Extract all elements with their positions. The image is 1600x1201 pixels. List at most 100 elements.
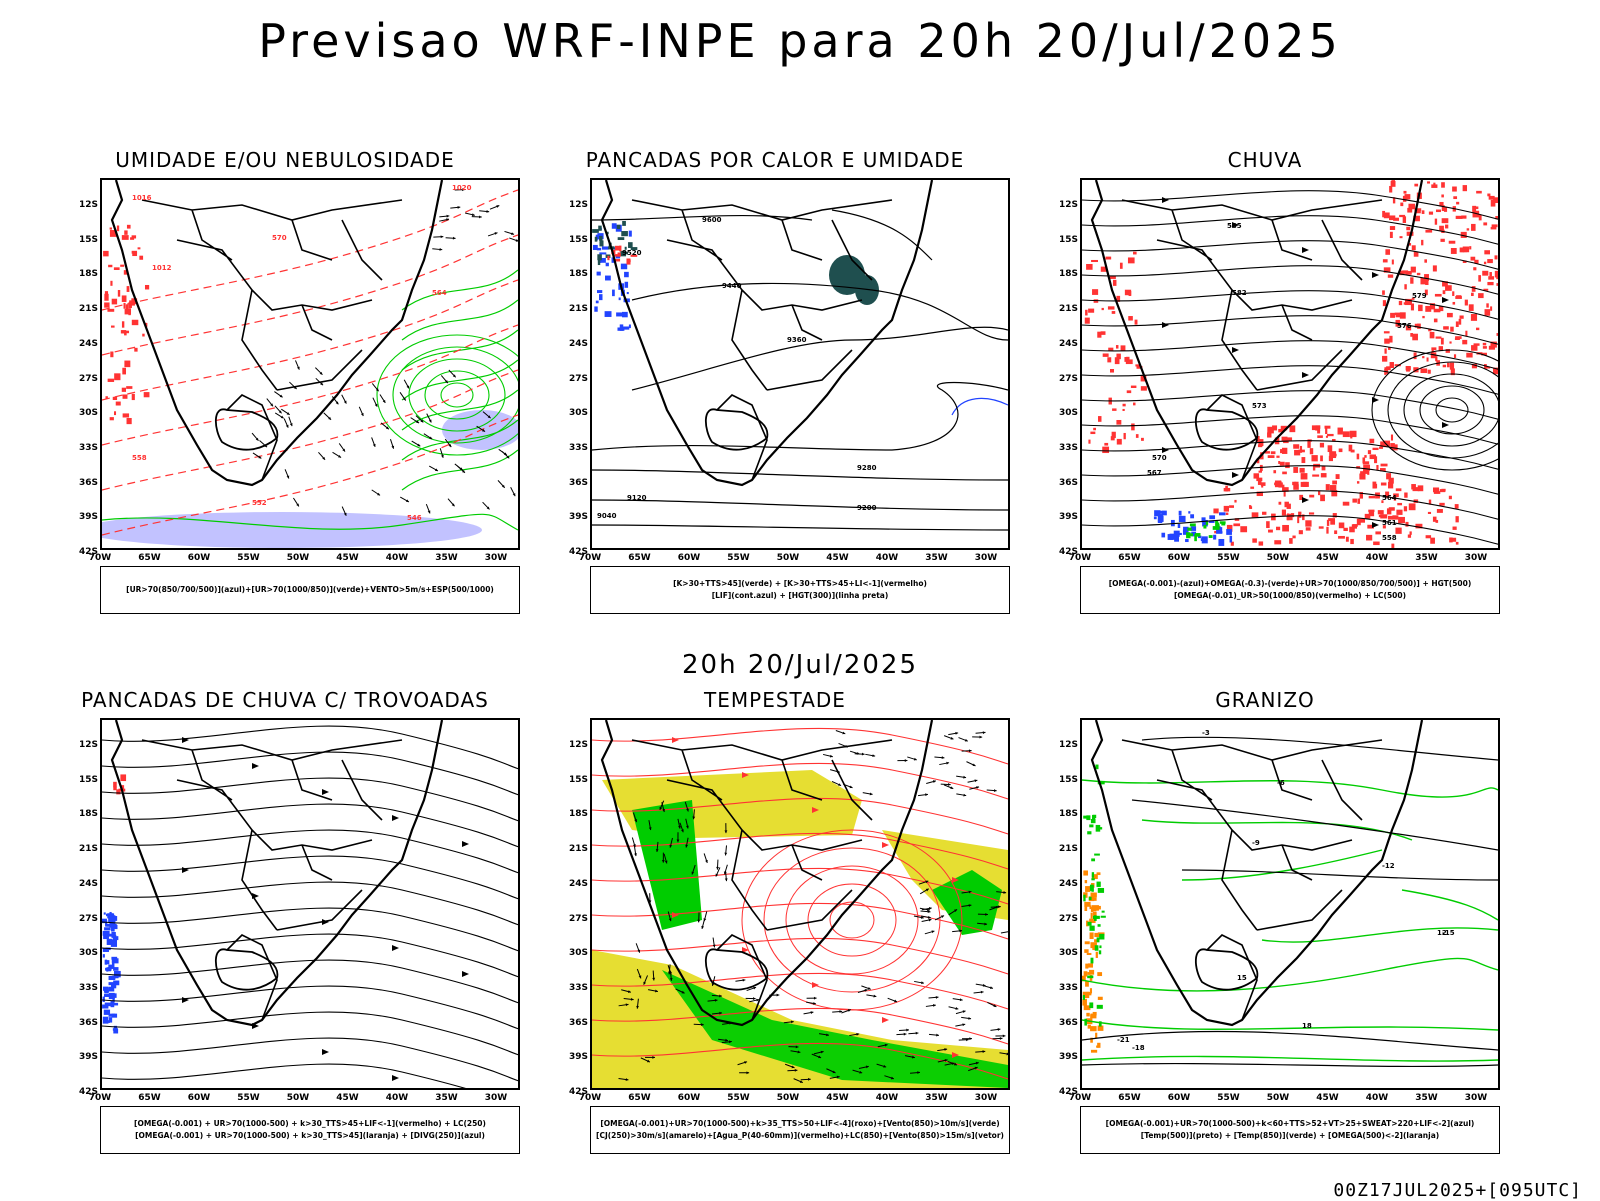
panel-title: GRANIZO [1030, 688, 1500, 712]
streamline-arrow [882, 842, 889, 848]
omega-area [1093, 906, 1096, 911]
thickness-contour [124, 361, 130, 368]
rain-area [1135, 320, 1138, 325]
omega-area [1090, 1014, 1096, 1018]
rain-area [1391, 435, 1393, 441]
lif-contour [621, 264, 627, 270]
contour-label: 570 [272, 234, 287, 242]
lon-tick-label: 70W [575, 1093, 605, 1103]
rain-area [1330, 485, 1336, 490]
omega-area [1091, 913, 1093, 919]
rain-area [1447, 313, 1453, 317]
lon-tick-label: 35W [432, 1093, 462, 1103]
rain-area [1326, 436, 1328, 438]
streamline [102, 856, 518, 900]
rain-area [1301, 457, 1305, 463]
contour-label: 579 [1412, 292, 1427, 300]
rain-area [1441, 338, 1444, 345]
wind-vector [956, 794, 966, 797]
rain-area [1391, 544, 1394, 548]
lat-tick-label: 18S [1050, 809, 1078, 819]
rain-area [1364, 455, 1366, 458]
rain-area [1128, 316, 1133, 321]
contour-label: 9120 [627, 494, 647, 502]
rain-area [1093, 428, 1096, 430]
rain-area [1420, 368, 1427, 373]
lon-tick-label: 30W [971, 1093, 1001, 1103]
streamline-arrow [252, 763, 259, 769]
temp-850-contour [1089, 1002, 1093, 1008]
rain-area [1393, 218, 1399, 221]
wind-vector [861, 986, 870, 990]
lif-contour [597, 290, 602, 293]
rain-area [1411, 484, 1416, 489]
rain-area [1213, 509, 1218, 514]
rain-area [1292, 536, 1295, 539]
rain-area [1398, 517, 1405, 523]
rain-area [1252, 538, 1257, 542]
streamline-arrow [322, 789, 329, 795]
wind-vector [390, 439, 394, 449]
wind-vector [972, 736, 982, 739]
lat-tick-label: 24S [1050, 339, 1078, 349]
temp-850-contour [1082, 1020, 1498, 1030]
wind-vector [716, 860, 719, 870]
rain-area [1098, 416, 1101, 422]
rain-area [1317, 435, 1323, 438]
rain-area [1116, 345, 1119, 349]
rain-area-omega [1154, 516, 1157, 519]
contour-label: 18 [1302, 1022, 1312, 1030]
rain-area [1293, 467, 1298, 473]
instability-area [597, 254, 602, 260]
rain-area [1252, 512, 1259, 517]
rain-area-omega [1174, 536, 1179, 542]
wind-vector [807, 997, 817, 1000]
rain-area [1410, 531, 1412, 534]
lat-tick-label: 21S [1050, 304, 1078, 314]
lat-tick-label: 39S [560, 1052, 588, 1062]
divergence-area [103, 954, 105, 957]
rain-area [1392, 260, 1394, 265]
lon-tick-label: 35W [922, 553, 952, 563]
lon-tick-label: 30W [971, 553, 1001, 563]
wind-vector [990, 1028, 1000, 1031]
rain-area [1399, 215, 1405, 217]
wind-vector [944, 736, 953, 740]
contour-label: 9360 [787, 336, 807, 344]
rain-area [1141, 386, 1147, 391]
lif-contour [605, 276, 611, 281]
legend-box: [OMEGA(-0.001)-(azul)+OMEGA(-0.3)-(verde… [1080, 566, 1500, 614]
omega-area [1092, 948, 1095, 950]
rain-area [1460, 248, 1465, 253]
rain-area [1412, 245, 1416, 250]
rain-area [1326, 484, 1330, 490]
state-border [1196, 949, 1258, 989]
panel-title: CHUVA [1030, 148, 1500, 172]
lon-tick-label: 55W [724, 553, 754, 563]
lif-contour [627, 292, 629, 294]
rain-area [1224, 506, 1229, 512]
lif-contour [606, 263, 609, 267]
lon-tick-label: 30W [481, 553, 511, 563]
wind-vector [439, 215, 449, 218]
rain-area-omega [1190, 514, 1194, 518]
rain-area [1350, 434, 1352, 438]
lat-tick-label: 30S [560, 408, 588, 418]
contour-label: 564 [432, 289, 447, 297]
rain-area [1300, 468, 1305, 473]
rain-area [1399, 236, 1402, 238]
rain-area [1339, 448, 1343, 452]
wind-vector [333, 452, 342, 457]
contour-label: 9520 [622, 249, 642, 257]
lon-tick-label: 50W [773, 553, 803, 563]
rain-area [1491, 227, 1497, 230]
temp-850-contour [1097, 937, 1100, 942]
rain-area [1445, 225, 1448, 229]
wind-vector [955, 1023, 965, 1026]
contour-label: 9200 [857, 504, 877, 512]
rain-area [1403, 196, 1406, 202]
rain-area [1417, 273, 1420, 275]
rain-area [1368, 450, 1371, 454]
rain-area [1450, 327, 1454, 332]
